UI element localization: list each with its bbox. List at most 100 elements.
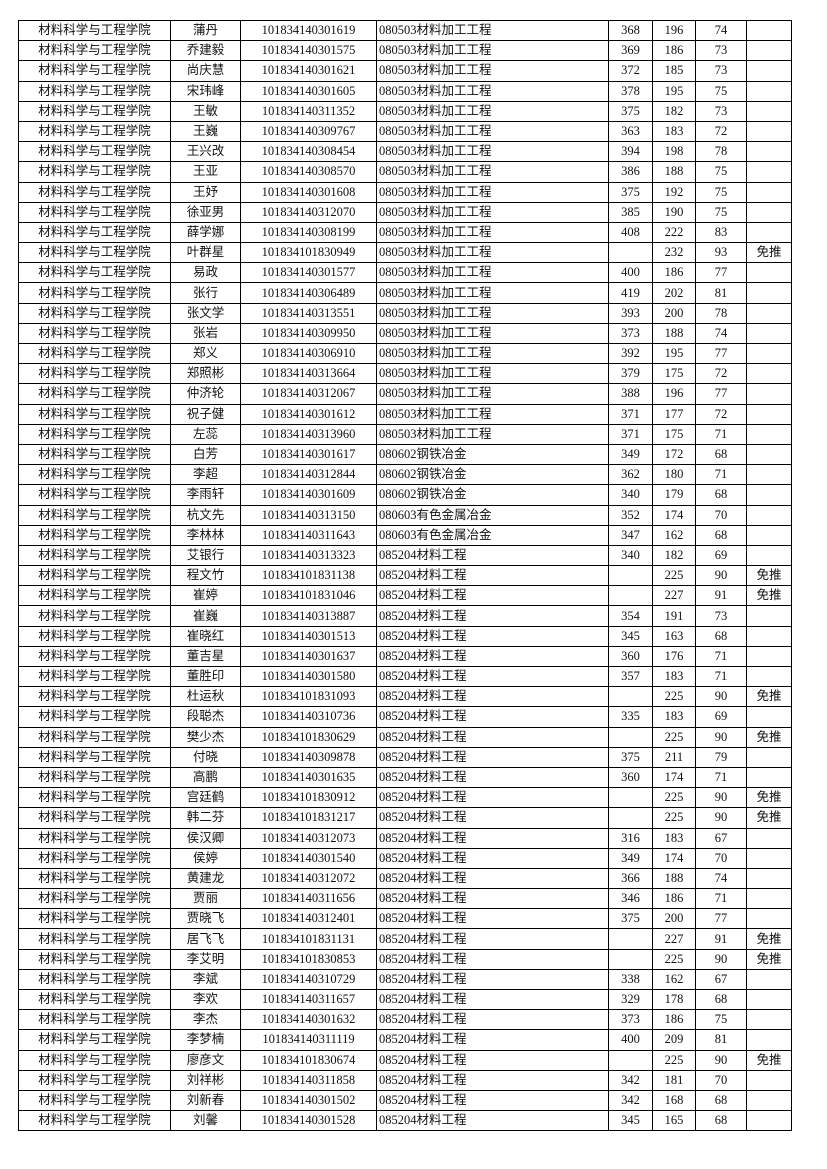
- remark-cell: 免推: [746, 585, 792, 607]
- student-name-cell: 王妤: [170, 181, 241, 203]
- major-cell: 080602钢铁冶金: [376, 464, 609, 486]
- remark-cell: [746, 1110, 792, 1132]
- college-cell: 材料科学与工程学院: [18, 827, 171, 849]
- college-cell: 材料科学与工程学院: [18, 221, 171, 244]
- exam-id-cell: 101834140312844: [240, 464, 377, 486]
- total-score-cell: 79: [695, 746, 747, 768]
- total-score-cell: 90: [695, 565, 747, 587]
- table-row: 材料科学与工程学院 付晓 101834140309878 085204材料工程 375 2…: [18, 746, 792, 768]
- table-row: 材料科学与工程学院 李艾明 101834101830853 085204材料工程 225…: [18, 948, 792, 970]
- exam-id-cell: 101834140306489: [240, 282, 377, 304]
- college-cell: 材料科学与工程学院: [18, 988, 171, 1011]
- initial-score-cell: 400: [608, 262, 653, 284]
- retest-score-cell: 188: [652, 867, 696, 890]
- exam-id-cell: 101834101830949: [240, 242, 377, 264]
- student-name-cell: 李林林: [170, 524, 241, 546]
- remark-cell: [746, 60, 792, 82]
- total-score-cell: 90: [695, 726, 747, 748]
- retest-score-cell: 181: [652, 1069, 696, 1091]
- remark-cell: [746, 1009, 792, 1031]
- student-name-cell: 侯汉卿: [170, 827, 241, 849]
- major-cell: 085204材料工程: [376, 928, 609, 950]
- student-name-cell: 崔婷: [170, 585, 241, 607]
- total-score-cell: 72: [695, 403, 747, 425]
- exam-id-cell: 101834140308570: [240, 161, 377, 183]
- exam-id-cell: 101834140301502: [240, 1089, 377, 1112]
- exam-id-cell: 101834140301635: [240, 766, 377, 789]
- student-name-cell: 祝子健: [170, 403, 241, 425]
- college-cell: 材料科学与工程学院: [18, 262, 171, 284]
- exam-id-cell: 101834140311656: [240, 888, 377, 910]
- major-cell: 085204材料工程: [376, 888, 609, 910]
- college-cell: 材料科学与工程学院: [18, 605, 171, 627]
- total-score-cell: 90: [695, 686, 747, 708]
- college-cell: 材料科学与工程学院: [18, 19, 171, 42]
- student-name-cell: 张行: [170, 282, 241, 304]
- student-name-cell: 艾银行: [170, 544, 241, 567]
- student-name-cell: 杜运秋: [170, 686, 241, 708]
- total-score-cell: 72: [695, 120, 747, 143]
- major-cell: 085204材料工程: [376, 827, 609, 849]
- table-row: 材料科学与工程学院 徐亚男 101834140312070 080503材料加工工程 3…: [18, 201, 792, 223]
- exam-id-cell: 101834140312070: [240, 201, 377, 223]
- student-name-cell: 郑义: [170, 342, 241, 365]
- retest-score-cell: 202: [652, 282, 696, 304]
- initial-score-cell: 354: [608, 605, 653, 627]
- total-score-cell: 71: [695, 464, 747, 486]
- admission-list-table: 材料科学与工程学院 蒲丹 101834140301619 080503材料加工工程 36…: [18, 19, 792, 1132]
- remark-cell: [746, 383, 792, 405]
- total-score-cell: 74: [695, 19, 747, 42]
- student-name-cell: 王巍: [170, 120, 241, 143]
- remark-cell: [746, 201, 792, 223]
- retest-score-cell: 209: [652, 1029, 696, 1051]
- initial-score-cell: 360: [608, 766, 653, 789]
- student-name-cell: 张岩: [170, 322, 241, 345]
- table-row: 材料科学与工程学院 李杰 101834140301632 085204材料工程 373 1…: [18, 1009, 792, 1031]
- major-cell: 080503材料加工工程: [376, 282, 609, 304]
- initial-score-cell: 316: [608, 827, 653, 849]
- table-row: 材料科学与工程学院 白芳 101834140301617 080602钢铁冶金 349 1…: [18, 443, 792, 466]
- major-cell: 085204材料工程: [376, 1089, 609, 1112]
- retest-score-cell: 225: [652, 948, 696, 970]
- remark-cell: [746, 100, 792, 122]
- initial-score-cell: 379: [608, 363, 653, 385]
- retest-score-cell: 225: [652, 807, 696, 829]
- college-cell: 材料科学与工程学院: [18, 908, 171, 930]
- retest-score-cell: 185: [652, 60, 696, 82]
- remark-cell: [746, 141, 792, 163]
- exam-id-cell: 101834140309767: [240, 120, 377, 143]
- table-row: 材料科学与工程学院 黄建龙 101834140312072 085204材料工程 366…: [18, 867, 792, 890]
- college-cell: 材料科学与工程学院: [18, 60, 171, 82]
- student-name-cell: 黄建龙: [170, 867, 241, 890]
- college-cell: 材料科学与工程学院: [18, 585, 171, 607]
- retest-score-cell: 200: [652, 908, 696, 930]
- initial-score-cell: [608, 928, 653, 950]
- remark-cell: [746, 262, 792, 284]
- retest-score-cell: 168: [652, 1089, 696, 1112]
- remark-cell: [746, 665, 792, 688]
- initial-score-cell: 363: [608, 120, 653, 143]
- initial-score-cell: [608, 565, 653, 587]
- initial-score-cell: 375: [608, 100, 653, 122]
- total-score-cell: 68: [695, 625, 747, 647]
- college-cell: 材料科学与工程学院: [18, 645, 171, 668]
- remark-cell: [746, 19, 792, 42]
- remark-cell: [746, 181, 792, 203]
- exam-id-cell: 101834140301540: [240, 847, 377, 869]
- college-cell: 材料科学与工程学院: [18, 181, 171, 203]
- major-cell: 080503材料加工工程: [376, 242, 609, 264]
- college-cell: 材料科学与工程学院: [18, 746, 171, 768]
- exam-id-cell: 101834140301513: [240, 625, 377, 647]
- major-cell: 085204材料工程: [376, 585, 609, 607]
- college-cell: 材料科学与工程学院: [18, 403, 171, 425]
- major-cell: 080503材料加工工程: [376, 181, 609, 203]
- total-score-cell: 90: [695, 807, 747, 829]
- student-name-cell: 尚庆慧: [170, 60, 241, 82]
- total-score-cell: 75: [695, 80, 747, 102]
- table-row: 材料科学与工程学院 王亚 101834140308570 080503材料加工工程 38…: [18, 161, 792, 183]
- major-cell: 085204材料工程: [376, 948, 609, 970]
- retest-score-cell: 174: [652, 847, 696, 869]
- retest-score-cell: 179: [652, 484, 696, 506]
- initial-score-cell: 419: [608, 282, 653, 304]
- student-name-cell: 仲济轮: [170, 383, 241, 405]
